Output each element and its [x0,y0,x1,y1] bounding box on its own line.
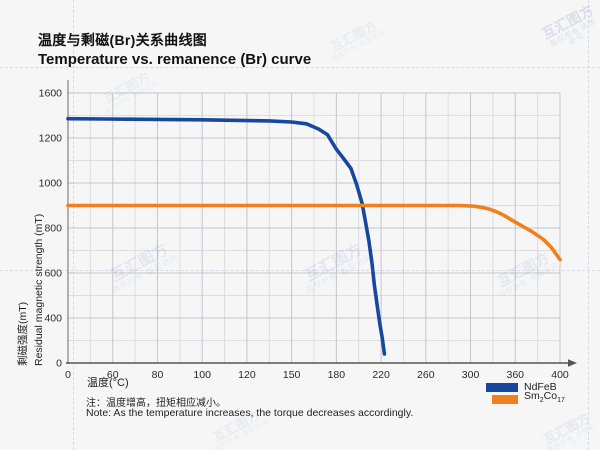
y-tick-label: 600 [44,268,62,280]
legend: NdFeB Sm2Co17 [486,381,565,405]
watermark-guide-line [0,67,600,68]
series-line-sm2co17 [66,203,562,262]
chart-title-zh: 温度与剩磁(Br)关系曲线图 [38,32,208,48]
watermark-guide-line [73,0,74,450]
watermark-guide-line [0,270,600,271]
x-tick-label: 100 [193,369,211,381]
y-tick-label: 1600 [39,88,63,100]
x-tick-label: 0 [65,369,71,381]
legend-item-ndfeb: NdFeB [486,381,565,393]
y-axis-title-zh: 剩磁强度(mT) [16,302,29,366]
y-tick-label: 800 [44,223,62,235]
x-tick-label: 120 [238,369,256,381]
legend-swatch-smco [492,394,518,404]
legend-label-smco: Sm2Co17 [524,390,565,405]
tick-labels: 0 60 80 100 120 150 180 220 260 300 360 400 1600 1200… [39,88,569,382]
y-axis-title-en: Residual magnetic strength (mT) [33,214,45,366]
x-tick-label: 400 [551,369,569,381]
y-tick-label: 0 [56,358,62,370]
series-lines [66,116,562,356]
y-tick-label: 400 [44,313,62,325]
legend-item-smco: Sm2Co17 [486,390,565,405]
y-tick-label: 1000 [39,178,63,190]
x-tick-label: 150 [283,369,301,381]
legend-label-ndfeb: NdFeB [524,380,557,393]
x-axis-arrow-icon [568,359,577,367]
x-tick-label: 220 [372,369,390,381]
note-zh: 注：温度增高，扭矩相应减小。 [86,398,226,409]
x-tick-label: 360 [507,369,525,381]
x-tick-label: 80 [152,369,164,381]
axes [66,80,577,367]
x-tick-label: 300 [462,369,480,381]
legend-swatch-ndfeb [486,382,518,392]
x-tick-label: 260 [417,369,435,381]
x-axis-title: 温度(°C) [87,375,129,389]
watermark-guide-line [588,0,589,450]
note-en: Note: As the temperature increases, the … [86,407,414,419]
chart-title-en: Temperature vs. remanence (Br) curve [38,51,312,68]
series-line-ndfeb [66,116,387,356]
y-tick-label: 1200 [39,133,63,145]
x-tick-label: 180 [328,369,346,381]
x-tick-label: 60 [107,369,119,381]
